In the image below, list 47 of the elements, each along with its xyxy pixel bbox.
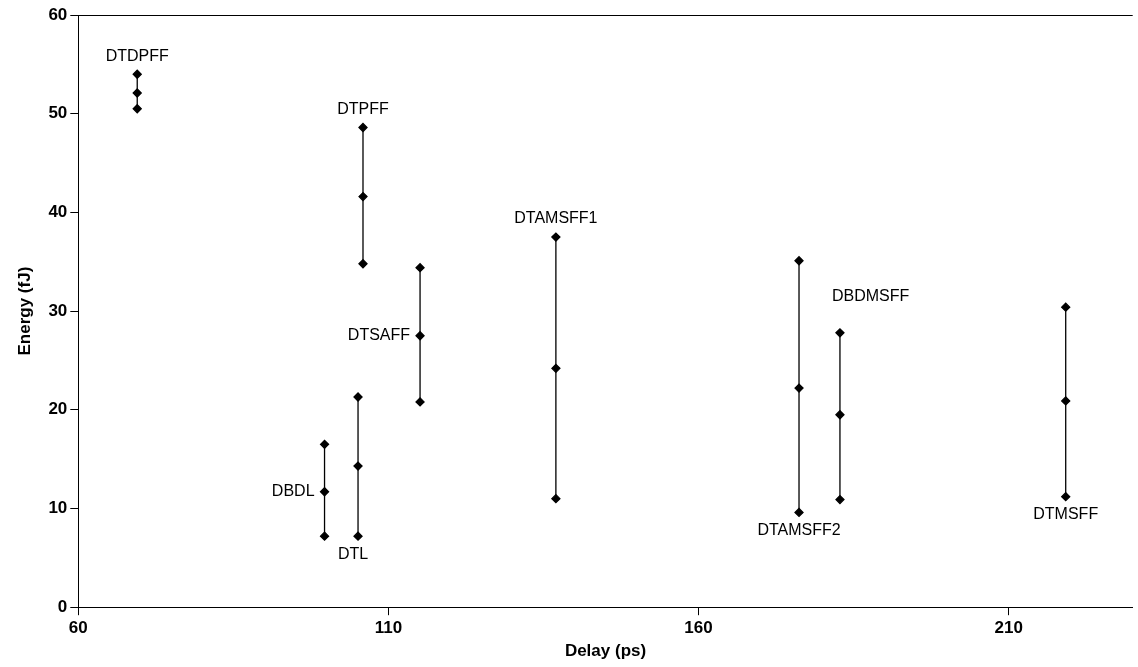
point [358,122,368,133]
point [319,439,330,449]
point [415,397,425,407]
series-label: DTL [337,544,369,562]
point [835,494,845,505]
y-tick-label: 50 [48,103,68,123]
point [551,232,561,242]
point [319,531,330,541]
point [132,104,142,114]
point [319,487,330,497]
point [794,256,804,266]
point [835,410,845,420]
y-tick-label: 0 [57,596,68,616]
point [353,531,363,541]
series-label: DBDMSFF [831,287,910,305]
y-tick-label: 20 [48,399,68,419]
point [415,331,425,341]
y-tick-label: 60 [48,4,68,24]
series-label: DTDPFF [105,46,169,64]
x-tick-label: 210 [994,618,1023,638]
point [1061,492,1071,502]
point [132,69,142,79]
point [132,88,142,98]
x-tick-label: 60 [68,618,88,638]
y-tick-label: 30 [48,300,68,320]
point [358,259,368,269]
series-label: DTPFF [337,99,389,117]
series-label: DTSAFF [347,326,411,344]
series-label: DBDL [271,482,315,500]
x-tick-label: 110 [374,618,403,638]
point [794,507,804,518]
point [1061,302,1071,312]
point [415,263,425,273]
x-axis-title: Delay (ps) [564,641,647,661]
x-tick-label: 160 [684,618,713,638]
y-axis-title: Energy (fJ) [14,266,34,356]
point [358,191,368,202]
point [551,493,561,504]
series-label: DTAMSFF2 [757,520,841,538]
y-tick-label: 40 [48,202,68,222]
series-label: DTAMSFF1 [514,209,598,227]
series-label: DTMSFF [1033,505,1099,523]
point [835,328,845,338]
point [1061,396,1071,406]
point [551,363,561,373]
y-tick-label: 10 [48,498,68,518]
point [794,383,804,393]
